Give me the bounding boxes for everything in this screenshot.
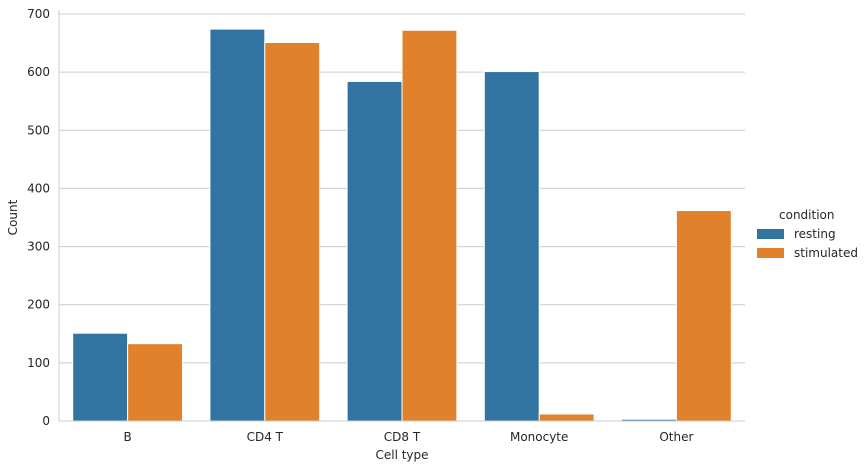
y-axis-label: Count	[6, 199, 20, 235]
y-tick-label: 700	[27, 7, 50, 21]
bar-resting-monocyte	[483, 71, 540, 422]
legend-swatch-resting	[757, 229, 784, 239]
bar-stimulated-monocyte	[538, 413, 595, 422]
legend-swatch-stimulated	[757, 248, 784, 258]
legend: condition resting stimulated	[757, 208, 858, 260]
axes	[58, 10, 745, 422]
bar-resting-b	[72, 332, 129, 422]
legend-title: condition	[779, 208, 834, 222]
y-tick-label: 500	[27, 123, 50, 137]
bar-stimulated-b	[127, 343, 183, 422]
bar-stimulated-cd8-t	[401, 29, 458, 422]
y-tick-label: 100	[27, 356, 50, 370]
y-tick-label: 600	[27, 65, 50, 79]
y-tick-label: 200	[27, 298, 50, 312]
x-tick-label: CD4 T	[247, 430, 284, 444]
bar-stimulated-other	[675, 210, 732, 422]
legend-label-resting: resting	[794, 227, 836, 241]
bars	[72, 28, 732, 422]
y-tick-label: 300	[27, 240, 50, 254]
bar-stimulated-cd4-t	[264, 41, 321, 422]
y-tick-label: 0	[42, 414, 50, 428]
x-tick-label: Monocyte	[510, 430, 568, 444]
legend-label-stimulated: stimulated	[794, 246, 858, 260]
x-axis-label: Cell type	[375, 448, 428, 462]
x-tick-label: B	[123, 430, 131, 444]
ticks: 0 100 200 300 400 500 600 700 B CD4 T CD8 T Monocyt…	[27, 7, 693, 444]
bar-resting-cd8-t	[346, 80, 403, 422]
bar-resting-cd4-t	[209, 28, 266, 422]
x-tick-label: CD8 T	[384, 430, 421, 444]
x-tick-label: Other	[659, 430, 693, 444]
y-tick-label: 400	[27, 181, 50, 195]
